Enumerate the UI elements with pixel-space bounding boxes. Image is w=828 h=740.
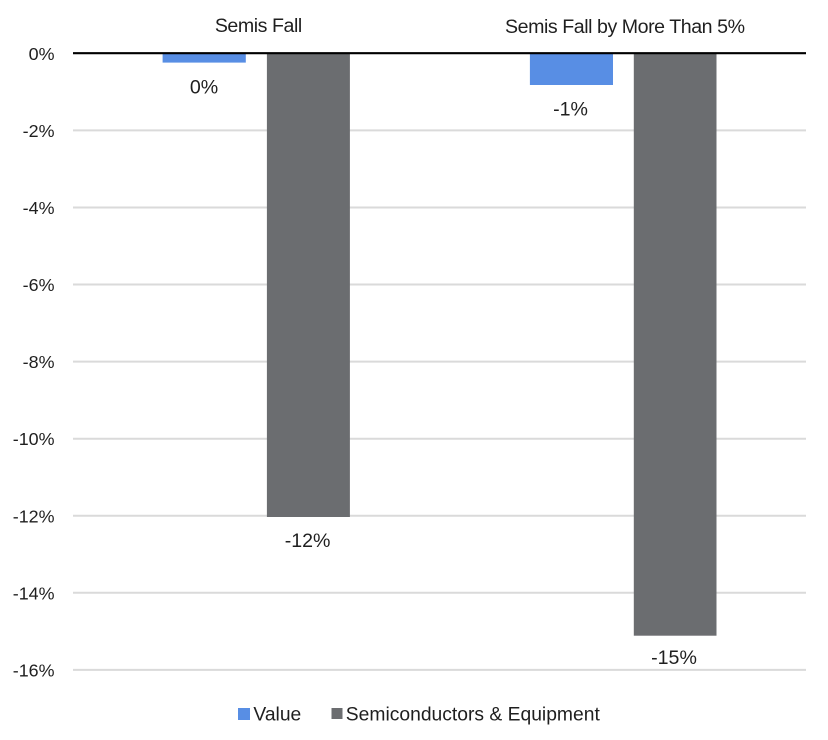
svg-text:-1%: -1% (553, 98, 588, 120)
svg-text:Semis Fall by More Than 5%: Semis Fall by More Than 5% (505, 16, 745, 38)
svg-text:-10%: -10% (13, 429, 55, 449)
svg-text:Semiconductors & Equipment: Semiconductors & Equipment (346, 704, 601, 725)
svg-text:-15%: -15% (651, 647, 697, 669)
svg-text:-8%: -8% (23, 352, 55, 372)
svg-text:Value: Value (253, 704, 301, 725)
svg-text:-16%: -16% (13, 661, 55, 681)
svg-text:-6%: -6% (23, 275, 55, 295)
svg-text:-12%: -12% (285, 530, 331, 552)
svg-text:Semis Fall: Semis Fall (215, 15, 302, 37)
svg-text:-4%: -4% (23, 198, 55, 218)
svg-text:0%: 0% (29, 44, 55, 64)
svg-text:-14%: -14% (13, 583, 55, 603)
svg-text:-2%: -2% (23, 121, 55, 141)
svg-text:0%: 0% (190, 77, 218, 99)
svg-text:-12%: -12% (13, 506, 55, 526)
